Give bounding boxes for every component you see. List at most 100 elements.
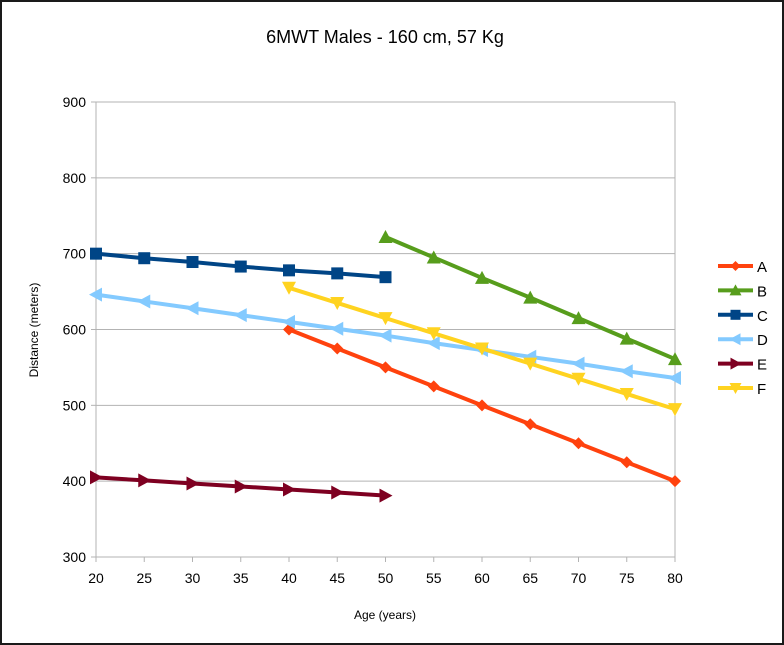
data-point [571, 311, 586, 325]
data-point [730, 357, 742, 370]
data-point [331, 267, 344, 280]
legend-item-d: D [718, 332, 768, 349]
data-point [572, 437, 585, 450]
x-tick-label: 35 [233, 570, 249, 586]
y-tick-label: 600 [63, 322, 87, 338]
data-point [668, 371, 681, 386]
y-tick-label: 300 [63, 549, 87, 565]
x-tick-label: 30 [185, 570, 201, 586]
chart-title: 6MWT Males - 160 cm, 57 Kg [266, 27, 504, 47]
legend-label: E [757, 357, 767, 374]
data-point [234, 479, 248, 494]
legend-item-b: B [718, 283, 767, 300]
data-point [729, 333, 741, 346]
data-point [668, 352, 682, 366]
data-point [426, 250, 441, 264]
data-point [571, 372, 586, 386]
data-point [476, 399, 488, 412]
data-point [331, 485, 345, 500]
x-tick-label: 25 [136, 570, 152, 586]
series-c [90, 247, 392, 284]
y-tick-label: 500 [63, 397, 87, 413]
legend-item-f: F [718, 381, 766, 398]
data-point [619, 387, 634, 401]
legend-label: F [757, 381, 766, 398]
data-point [379, 488, 393, 503]
x-tick-label: 50 [378, 570, 394, 586]
data-point [523, 357, 538, 371]
data-point [138, 252, 151, 265]
data-point [571, 356, 585, 371]
series-f [282, 281, 682, 417]
data-point [730, 309, 741, 320]
data-point [137, 294, 151, 309]
y-axis-label: Distance (meters) [27, 283, 41, 378]
data-point [620, 456, 633, 469]
data-point [282, 314, 295, 329]
data-point [668, 403, 682, 417]
data-point [669, 475, 681, 488]
x-tick-label: 65 [522, 570, 538, 586]
y-tick-label: 700 [63, 246, 87, 262]
x-tick-label: 70 [571, 570, 587, 586]
data-point [379, 361, 392, 374]
x-tick-label: 75 [619, 570, 635, 586]
data-point [523, 290, 538, 304]
data-point [619, 331, 634, 345]
data-point [185, 301, 199, 316]
data-point [729, 284, 742, 296]
data-point [90, 247, 102, 260]
x-tick-label: 60 [474, 570, 490, 586]
y-tick-label: 900 [63, 94, 87, 110]
x-tick-label: 20 [88, 570, 104, 586]
data-point [282, 281, 296, 295]
x-tick-labels: 20 25 30 35 40 45 50 55 60 65 70 75 80 [88, 570, 683, 586]
data-point [475, 270, 489, 284]
y-tick-labels: 300 400 500 600 700 800 900 [63, 94, 87, 565]
data-point [89, 287, 102, 302]
data-point [619, 364, 633, 379]
grid-lines [96, 101, 675, 558]
legend-label: C [757, 308, 768, 325]
x-tick-label: 55 [426, 570, 442, 586]
data-point [730, 261, 741, 271]
series-b [378, 229, 682, 366]
data-point [475, 342, 489, 356]
data-point [426, 327, 441, 341]
x-tick-label: 40 [281, 570, 297, 586]
data-point [426, 336, 440, 351]
y-tick-label: 400 [63, 473, 87, 489]
data-point [330, 296, 345, 310]
data-point [138, 473, 152, 488]
data-point [524, 418, 537, 431]
y-tick-label: 800 [63, 170, 87, 186]
data-point [283, 482, 296, 497]
series-a [283, 323, 681, 488]
data-point [283, 264, 295, 277]
data-point [379, 271, 392, 284]
series-group [89, 229, 682, 503]
series-e [90, 470, 393, 503]
data-point [330, 321, 344, 336]
legend-label: B [757, 283, 767, 300]
legend-item-e: E [718, 357, 767, 374]
legend-item-a: A [718, 259, 767, 276]
data-point [729, 383, 742, 394]
data-point [234, 260, 247, 273]
data-point [233, 308, 247, 323]
legend-label: A [757, 259, 767, 276]
x-tick-label: 80 [667, 570, 683, 586]
x-tick-label: 45 [329, 570, 345, 586]
data-point [378, 328, 392, 343]
data-point [90, 470, 103, 485]
legend-label: D [757, 332, 768, 349]
data-point [186, 256, 199, 269]
data-point [186, 476, 200, 491]
data-point [331, 342, 344, 355]
legend-item-c: C [718, 308, 768, 325]
data-point [378, 312, 393, 326]
data-point [427, 380, 440, 393]
